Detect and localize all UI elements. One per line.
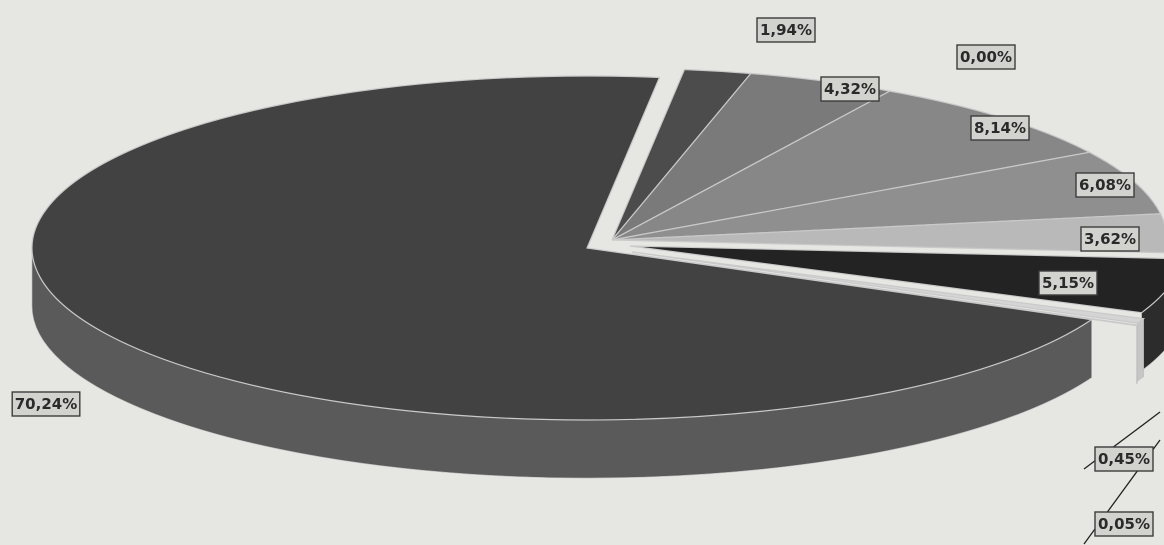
data-label-box [11, 391, 81, 417]
data-label: 6,08% [1075, 172, 1135, 198]
data-label-box [820, 76, 880, 102]
data-label-box [1094, 446, 1154, 472]
data-label: 0,00% [956, 44, 1016, 70]
slice-10 [631, 253, 1139, 327]
data-label-text: 4,32% [824, 80, 876, 98]
data-label: 5,15% [1038, 270, 1098, 296]
slice-side-10 [1136, 324, 1138, 385]
data-label-text: 1,94% [760, 21, 812, 39]
data-label: 8,14% [970, 115, 1030, 141]
slice-7 [611, 213, 1164, 254]
data-label-box [756, 17, 816, 43]
data-label-text: 0,00% [960, 48, 1012, 66]
data-label-box [956, 44, 1016, 70]
slice-8 [629, 245, 1164, 314]
slice-side-9 [1137, 318, 1144, 382]
data-label-text: 3,62% [1084, 230, 1136, 248]
data-label: 1,94% [756, 17, 816, 43]
data-label-text: 70,24% [15, 395, 77, 413]
data-label-text: 0,45% [1098, 450, 1150, 468]
slice-9 [631, 251, 1146, 324]
data-label-text: 6,08% [1079, 176, 1131, 194]
data-label: 0,05% [1094, 511, 1154, 537]
data-label-text: 5,15% [1042, 274, 1094, 292]
data-label-box [970, 115, 1030, 141]
slice-1 [31, 75, 1094, 421]
data-labels: 70,24% 1,94% 4,32% 0,00% 8,14% 6,08% 3,62% 5,15… [11, 17, 1154, 537]
data-label: 4,32% [820, 76, 880, 102]
data-label-box [1094, 511, 1154, 537]
data-label: 70,24% [11, 391, 81, 417]
pie-tops [31, 68, 1164, 421]
data-label: 0,45% [1094, 446, 1154, 472]
data-label-box [1075, 172, 1135, 198]
data-label-box [1038, 270, 1098, 296]
data-label-box [1080, 226, 1140, 252]
data-label: 3,62% [1080, 226, 1140, 252]
data-label-text: 0,05% [1098, 515, 1150, 533]
data-label-text: 8,14% [974, 119, 1026, 137]
